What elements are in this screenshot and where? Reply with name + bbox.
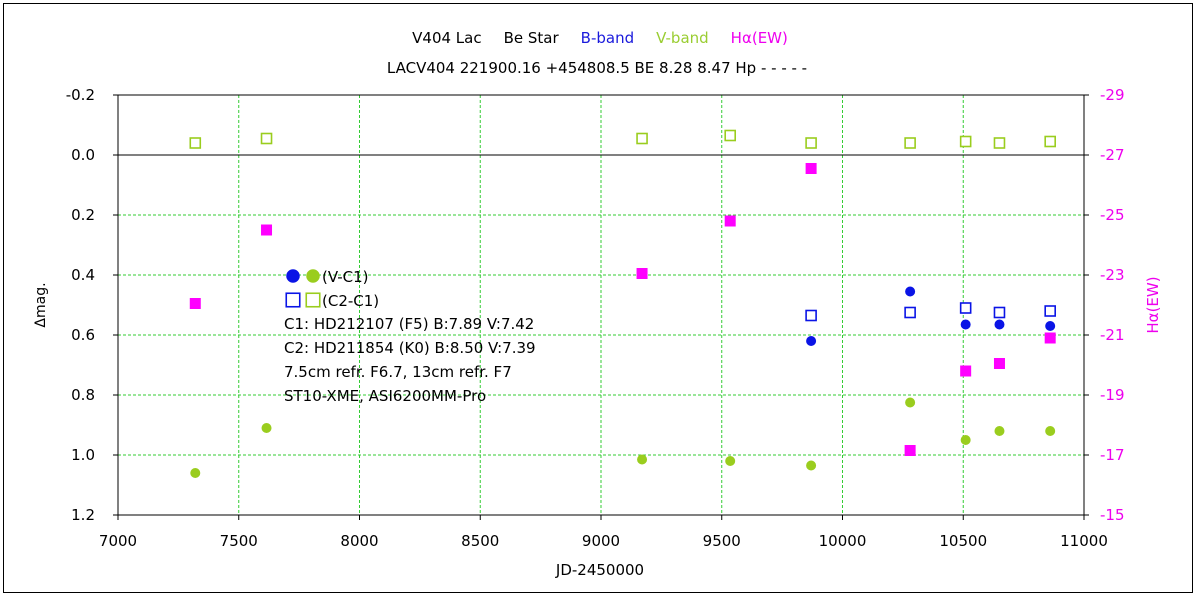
title-part: Be Star: [504, 29, 560, 47]
legend-label: (C2-C1): [322, 292, 379, 310]
data-point: [189, 137, 202, 149]
y-tick-label: 1.0: [71, 446, 95, 464]
data-point: [805, 309, 817, 322]
y2-axis-label: Hα(EW): [1144, 276, 1162, 333]
data-point: [261, 423, 272, 433]
y-tick-label: 0.2: [71, 206, 95, 224]
data-point: [636, 132, 648, 145]
data-point: [805, 137, 817, 149]
data-point: [994, 319, 1005, 330]
data-point: [189, 298, 201, 309]
data-point: [960, 365, 972, 377]
data-point: [725, 456, 736, 466]
x-tick-label: 10500: [939, 532, 987, 550]
data-point: [305, 292, 321, 308]
x-tick-label: 8000: [340, 532, 378, 550]
y-tick-label: 0.8: [71, 386, 95, 404]
x-axis-ticks: 7000 7500 8000 8500 9000 9500 10000 10500 11000: [99, 515, 1108, 550]
data-point: [306, 269, 320, 283]
data-points: [189, 129, 1056, 478]
x-tick-label: 9500: [703, 532, 741, 550]
y-tick-label: 0.6: [71, 326, 95, 344]
x-tick-label: 9000: [582, 532, 620, 550]
y-tick-label: 0.4: [71, 266, 95, 284]
data-point: [993, 358, 1005, 369]
data-point: [286, 269, 300, 283]
data-point: [724, 129, 737, 142]
y2-tick-label: -17: [1100, 446, 1125, 464]
title-part: Hα(EW): [731, 29, 788, 47]
data-point: [724, 215, 736, 227]
data-point: [959, 135, 972, 148]
chart-frame: [3, 3, 1193, 593]
title-part: V-band: [656, 29, 709, 47]
data-point: [806, 460, 817, 471]
y2-tick-label: -15: [1100, 506, 1125, 524]
data-point: [904, 306, 916, 319]
data-point: [904, 137, 916, 149]
data-point: [1045, 321, 1056, 331]
data-point: [960, 435, 971, 445]
x-tick-label: 7500: [220, 532, 258, 550]
title-part: B-band: [581, 29, 634, 47]
data-point: [959, 302, 972, 314]
title-part: V404 Lac: [412, 29, 481, 47]
y2-tick-label: -29: [1100, 86, 1125, 104]
data-point: [261, 224, 273, 236]
data-point: [994, 426, 1005, 436]
chart-subtitle: LACV404 221900.16 +454808.5 BE 8.28 8.47…: [387, 59, 807, 77]
data-point: [637, 454, 648, 465]
note-line: C2: HD211854 (K0) B:8.50 V:7.39: [284, 339, 536, 357]
note-line: 7.5cm refr. F6.7, 13cm refr. F7: [284, 363, 512, 381]
y2-tick-label: -27: [1100, 146, 1125, 164]
y2-tick-label: -19: [1100, 386, 1125, 404]
x-tick-label: 11000: [1060, 532, 1108, 550]
y-tick-label: 0.0: [71, 146, 95, 164]
data-point: [285, 292, 301, 308]
data-point: [1045, 426, 1056, 436]
y-axis-ticks: -0.2 0.0 0.2 0.4 0.6 0.8 1.0 1.2: [66, 86, 118, 524]
data-point: [806, 336, 817, 346]
data-point: [993, 137, 1006, 149]
gridlines: [118, 95, 1084, 515]
data-point: [905, 397, 916, 408]
data-point: [960, 319, 971, 330]
x-tick-label: 10000: [819, 532, 867, 550]
y2-tick-label: -25: [1100, 206, 1125, 224]
x-tick-label: 8500: [461, 532, 499, 550]
y-axis-label: Δmag.: [33, 282, 49, 327]
data-point: [190, 468, 201, 478]
data-point: [1044, 135, 1056, 148]
note-line: C1: HD212107 (F5) B:7.89 V:7.42: [284, 315, 534, 333]
y-tick-label: 1.2: [71, 506, 95, 524]
x-axis-label: JD-2450000: [555, 561, 644, 579]
data-point: [1044, 332, 1056, 344]
data-point: [993, 306, 1006, 319]
chart-title: V404 Lac Be Star B-band V-band Hα(EW): [412, 29, 788, 47]
comparison-notes: C1: HD212107 (F5) B:7.89 V:7.42 C2: HD211…: [284, 315, 536, 405]
y2-axis-ticks: -29 -27 -25 -23 -21 -19 -17 -15: [1084, 86, 1125, 524]
y-tick-label: -0.2: [66, 86, 95, 104]
legend: (V-C1) (C2-C1): [285, 268, 379, 310]
y2-tick-label: -23: [1100, 266, 1125, 284]
data-point: [805, 163, 817, 174]
data-point: [636, 268, 648, 279]
data-point: [904, 445, 916, 456]
data-point: [260, 132, 273, 145]
data-point: [1044, 305, 1056, 317]
legend-label: (V-C1): [322, 268, 369, 286]
x-tick-label: 7000: [99, 532, 137, 550]
y2-tick-label: -21: [1100, 326, 1125, 344]
data-point: [905, 286, 916, 297]
note-line: ST10-XME, ASI6200MM-Pro: [284, 387, 486, 405]
